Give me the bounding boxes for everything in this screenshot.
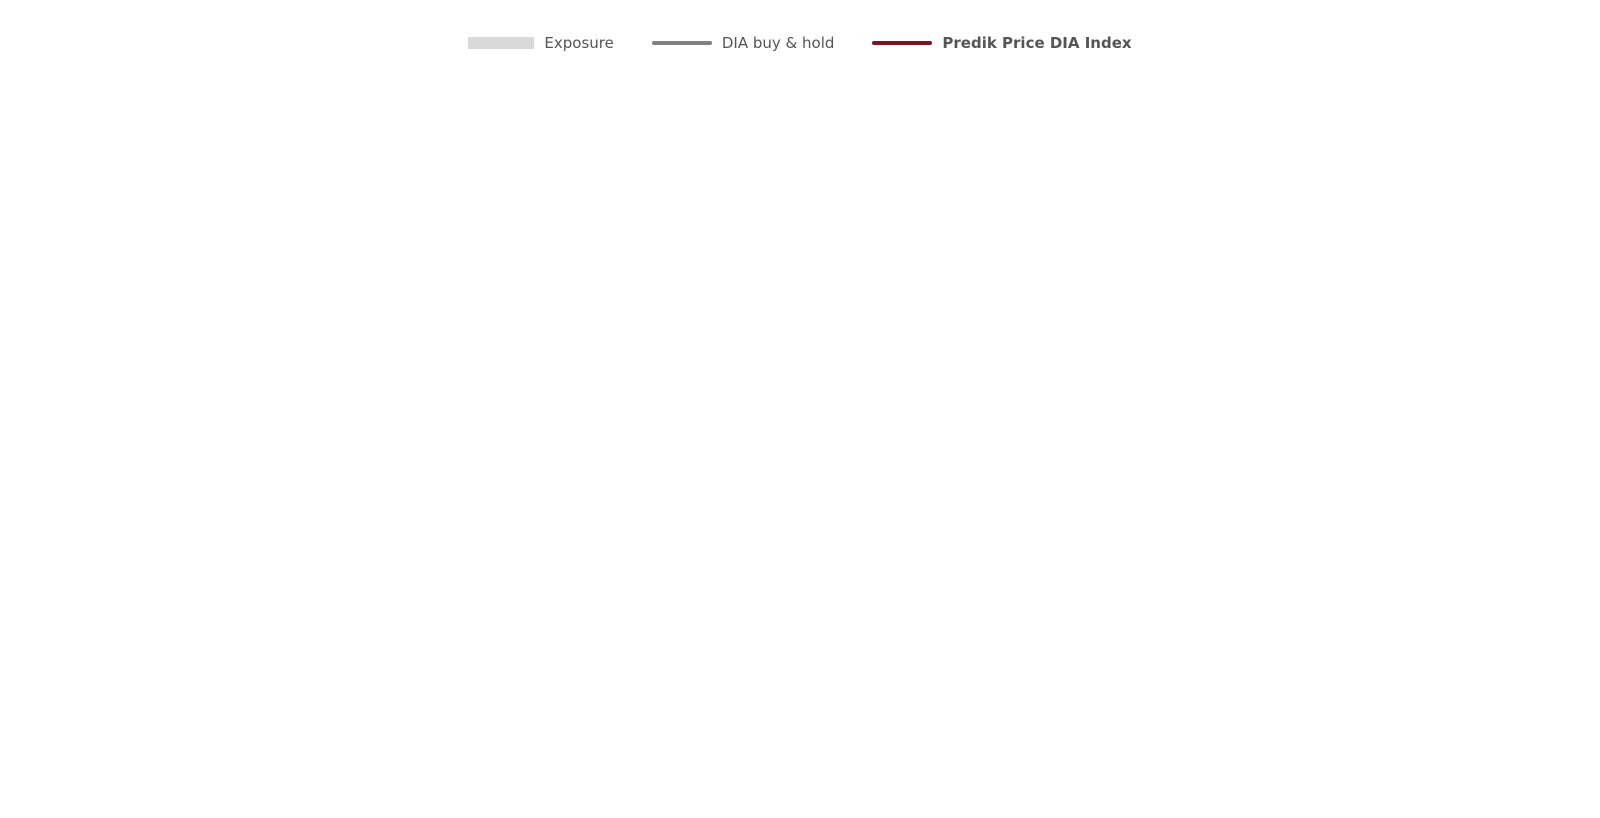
x-tick-label: Oct 25 xyxy=(1274,756,1324,774)
y-tick-label-left: 0% xyxy=(98,731,122,749)
y-tick-label-left: 250% xyxy=(79,95,122,113)
x-tick-label: Jan 25 xyxy=(116,756,164,774)
y-tick-label-right: 1,200 xyxy=(1497,222,1540,240)
legend-item-dia[interactable]: DIA buy & hold xyxy=(651,34,835,52)
x-tick-label: Apr 25 xyxy=(497,756,547,774)
x-tick-label: Sep 25 xyxy=(1146,756,1198,774)
legend-swatch-dia xyxy=(651,41,712,45)
y-tick-label-right: 900 xyxy=(1497,604,1526,622)
x-tick-label: Jul 25 xyxy=(887,756,930,774)
y-tick-label-left: 200% xyxy=(79,222,122,240)
y-tick-label-right: 800 xyxy=(1497,731,1526,749)
x-tick-label: May 25 xyxy=(622,756,677,774)
legend-swatch-exposure xyxy=(468,37,535,49)
exposure-area-6 xyxy=(1057,485,1347,740)
legend-swatch-predik xyxy=(872,41,933,45)
x-tick-label: Feb 25 xyxy=(246,756,296,774)
series-lines xyxy=(138,202,1482,629)
legend-item-predik[interactable]: Predik Price DIA Index xyxy=(872,34,1132,52)
x-tick-label: Aug 25 xyxy=(1014,756,1067,774)
exposure-area-4 xyxy=(849,485,871,740)
gridlines xyxy=(140,103,1482,614)
y-tick-label-right: 1,000 xyxy=(1497,477,1540,495)
y-axis-title: Exposure xyxy=(49,387,67,456)
exposure-area-0 xyxy=(195,485,306,740)
legend-label: Predik Price DIA Index xyxy=(942,34,1132,52)
x-tick-label: Mar 25 xyxy=(364,756,416,774)
x-tick-label: Jun 25 xyxy=(757,756,805,774)
y-tick-label-right: 1,300 xyxy=(1497,95,1540,113)
y-tick-label-left: 100% xyxy=(79,477,122,495)
y-tick-label-left: 50% xyxy=(89,604,122,622)
legend-label: Exposure xyxy=(544,34,614,52)
exposure-area-7 xyxy=(1350,485,1482,740)
exposure-area-2 xyxy=(488,485,518,740)
axes: 0% 800 50% 900 100% 1,000 150% 1,100 200% 1,200 25… xyxy=(79,95,1540,774)
legend-label: DIA buy & hold xyxy=(721,34,835,52)
y-tick-label-right: 1,100 xyxy=(1497,349,1540,367)
chart-legend: Exposure DIA buy & hold Predik Price DIA… xyxy=(0,34,1600,52)
exposure-areas xyxy=(195,485,1482,740)
exposure-area-5 xyxy=(874,485,1052,740)
y-tick-label-left: 150% xyxy=(79,349,122,367)
predik-index-line xyxy=(140,202,1482,488)
legend-item-exposure[interactable]: Exposure xyxy=(468,34,614,52)
x-tick-label: Nov 25 xyxy=(1404,756,1457,774)
exposure-area-3 xyxy=(636,485,845,740)
exposure-area-1 xyxy=(309,485,338,740)
dia-buy-hold-line xyxy=(138,308,1482,629)
